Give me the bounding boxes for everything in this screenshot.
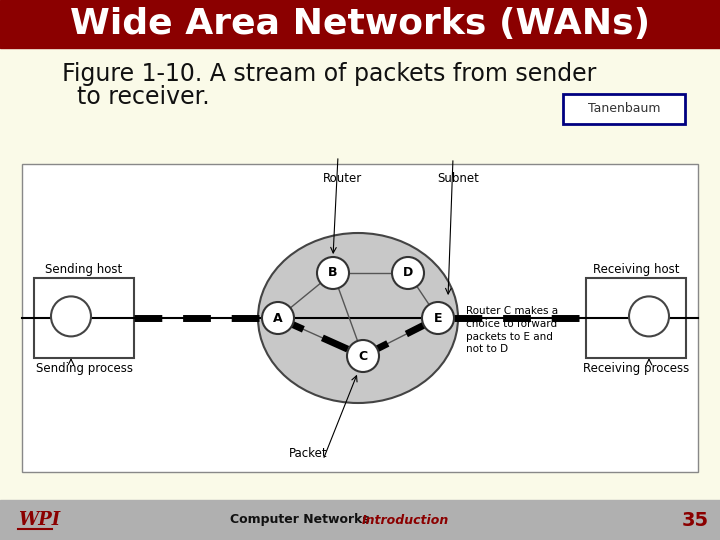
Text: Computer Networks: Computer Networks [230,514,370,526]
Text: Receiving process: Receiving process [583,362,689,375]
Text: 35: 35 [681,510,708,530]
Text: A: A [273,312,283,325]
FancyBboxPatch shape [563,94,685,124]
Bar [22,164,698,472]
Text: Sending host: Sending host [45,263,122,276]
Bar [0,0,720,48]
Text: C: C [359,349,368,362]
Text: Introduction: Introduction [361,514,449,526]
Text: E: E [433,312,442,325]
Circle shape [392,257,424,289]
Text: Receiving host: Receiving host [593,263,679,276]
Ellipse shape [258,233,458,403]
Circle shape [51,296,91,336]
Bar [586,278,686,358]
Text: B: B [328,267,338,280]
Circle shape [317,257,349,289]
Text: D: D [403,267,413,280]
Circle shape [347,340,379,372]
Text: to receiver.: to receiver. [62,85,210,109]
Text: Router: Router [323,172,363,185]
Circle shape [262,302,294,334]
Text: Subnet: Subnet [437,172,479,185]
Bar [0,500,720,540]
Text: Figure 1-10. A stream of packets from sender: Figure 1-10. A stream of packets from se… [62,62,596,86]
Text: Packet: Packet [289,447,328,460]
Text: Tanenbaum: Tanenbaum [588,103,660,116]
Bar [34,278,134,358]
Text: WPI: WPI [18,511,60,529]
Text: Sending process: Sending process [35,362,132,375]
Text: Router C makes a
choice to forward
packets to E and
not to D: Router C makes a choice to forward packe… [466,306,558,354]
Circle shape [422,302,454,334]
Circle shape [629,296,669,336]
Text: Wide Area Networks (WANs): Wide Area Networks (WANs) [70,7,650,41]
